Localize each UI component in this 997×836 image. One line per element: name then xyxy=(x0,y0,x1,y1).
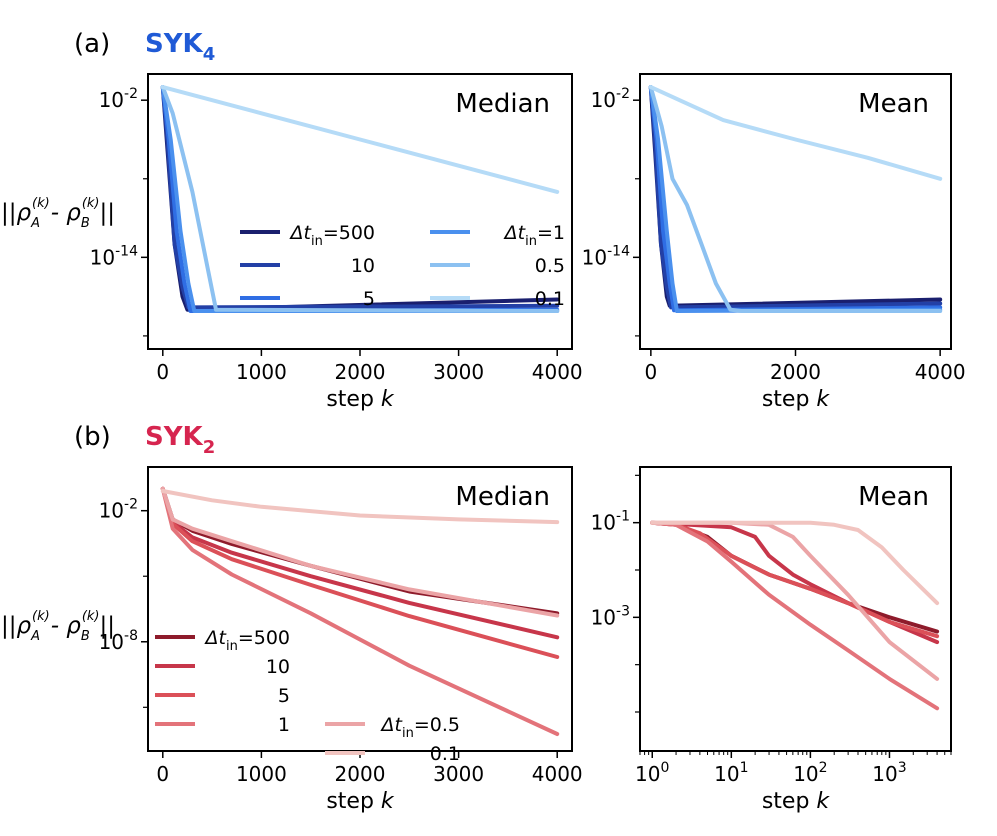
a-mean-series-line-2 xyxy=(648,85,943,313)
b-median-series-line-4 xyxy=(160,486,560,618)
b-median-xtick-label-3: 3000 xyxy=(433,762,484,786)
b-median-legend-label-1: 10 xyxy=(266,656,290,678)
a-median-series-line-5 xyxy=(160,85,560,194)
panel-b-label: (b) xyxy=(74,422,111,452)
b-mean-frame xyxy=(639,466,952,752)
a-median-xtick-label-4: 4000 xyxy=(532,360,583,384)
a-median-series-line-2 xyxy=(160,85,560,313)
b-median-legend-label-4: Δtin=0.5 xyxy=(380,714,460,741)
a-median-series xyxy=(160,85,560,313)
b-median-xtick-label-0: 0 xyxy=(156,762,169,786)
b-median-xtick-label-4: 4000 xyxy=(532,762,583,786)
a-mean-xlabel: step k xyxy=(762,387,831,412)
plot-a-median: 0 1000 2000 3000 4000 10-2 10-14 step k Median Δt… xyxy=(90,73,583,412)
a-median-xtick-label-2: 2000 xyxy=(335,360,386,384)
a-median-legend-label-3: Δtin=1 xyxy=(503,222,565,249)
a-median-ytick-label-1: 10-14 xyxy=(90,243,138,269)
b-mean-series-line-4 xyxy=(650,520,940,681)
a-median-legend-label-2: 5 xyxy=(363,288,375,310)
a-median-xtick-label-3: 3000 xyxy=(433,360,484,384)
a-median-legend-label-1: 10 xyxy=(351,255,375,277)
b-mean-ytick-label-0: 10-1 xyxy=(591,509,630,535)
panel-b-ylabel: ||ρA(k)- ρB(k)|| xyxy=(1,609,115,644)
b-median-ytick-label-0: 10-2 xyxy=(99,497,138,523)
a-mean-series-line-5 xyxy=(648,85,943,181)
b-median-xtick-label-2: 2000 xyxy=(335,762,386,786)
a-mean-series-line-0 xyxy=(648,85,943,308)
a-median-legend-label-5: 0.1 xyxy=(535,288,565,310)
b-median-series xyxy=(160,486,560,736)
a-median-series-line-4 xyxy=(160,85,560,313)
b-mean-xlabel: step k xyxy=(762,789,831,814)
b-median-legend-label-2: 5 xyxy=(278,685,290,707)
panel-b-title: SYK2 xyxy=(145,422,215,458)
plot-b-median: 0 1000 2000 3000 4000 10-2 10-8 step k Median Δti… xyxy=(99,466,583,814)
b-mean-xtick-label-0: 100 xyxy=(635,760,669,786)
a-median-legend-label-4: 0.5 xyxy=(535,255,565,277)
b-mean-series-line-5 xyxy=(650,520,940,606)
a-mean-xtick-label-1: 2000 xyxy=(770,360,821,384)
b-median-xtick-label-1: 1000 xyxy=(236,762,287,786)
b-mean-xtick-label-1: 101 xyxy=(714,760,748,786)
a-median-xtick-label-1: 1000 xyxy=(236,360,287,384)
b-mean-ytick-label-1: 10-3 xyxy=(591,603,630,629)
b-median-xlabel: step k xyxy=(326,789,395,814)
b-median-legend-label-0: Δtin=500 xyxy=(204,627,291,654)
b-mean-title: Mean xyxy=(858,482,929,512)
a-mean-series-line-3 xyxy=(648,85,943,313)
a-median-series-line-3 xyxy=(160,85,560,313)
b-median-ytick-label-1: 10-8 xyxy=(99,628,138,654)
a-mean-ytick-label-1: 10-14 xyxy=(582,243,630,269)
panel-a-label: (a) xyxy=(74,29,110,59)
b-mean-series xyxy=(650,520,940,711)
panel-a-ylabel: ||ρA(k)- ρB(k)|| xyxy=(1,196,115,231)
a-mean-xtick-label-0: 0 xyxy=(644,360,657,384)
a-mean-ytick-label-0: 10-2 xyxy=(591,86,630,112)
panel-a-title: SYK4 xyxy=(145,29,215,65)
a-median-legend: Δtin=500 10 5 Δtin=1 0.5 0.1 xyxy=(240,222,565,310)
a-median-xlabel: step k xyxy=(326,387,395,412)
b-mean-xtick-label-3: 103 xyxy=(872,760,906,786)
b-median-legend-label-5: 0.1 xyxy=(430,743,460,765)
a-mean-title: Mean xyxy=(858,89,929,119)
b-median-title: Median xyxy=(455,482,550,512)
plot-a-mean: 0 2000 4000 10-2 10-14 step k Mean xyxy=(582,73,966,412)
a-median-legend-label-0: Δtin=500 xyxy=(289,222,376,249)
b-median-series-line-3 xyxy=(160,486,560,736)
a-mean-series-line-4 xyxy=(648,85,943,313)
a-median-xtick-label-0: 0 xyxy=(156,360,169,384)
b-median-series-line-5 xyxy=(160,489,560,525)
a-median-title: Median xyxy=(455,89,550,119)
plot-b-mean: 100 101 102 103 10-1 10-3 step k Mean xyxy=(591,466,952,814)
b-mean-series-line-3 xyxy=(650,520,940,711)
a-mean-series-line-1 xyxy=(648,85,943,310)
b-median-legend-label-3: 1 xyxy=(278,714,290,736)
a-mean-series xyxy=(648,85,943,313)
a-median-ytick-label-0: 10-2 xyxy=(99,86,138,112)
b-mean-xtick-label-2: 102 xyxy=(793,760,827,786)
a-mean-xtick-label-2: 4000 xyxy=(915,360,966,384)
